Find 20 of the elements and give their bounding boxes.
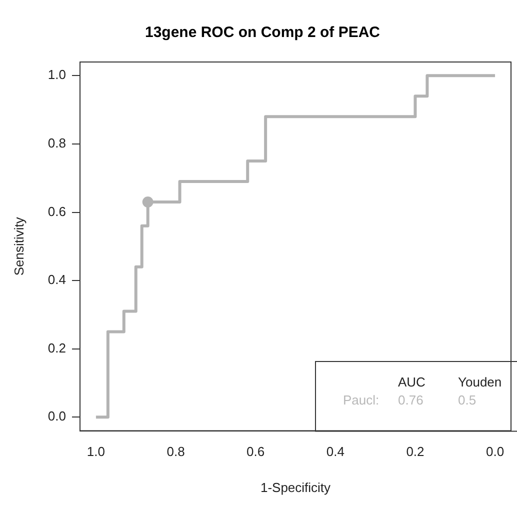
annotation: Paucl: — [343, 392, 380, 408]
annotation: AUC — [398, 374, 426, 390]
x-tick-label: 0.8 — [166, 444, 185, 460]
x-tick-label: 1.0 — [86, 444, 105, 460]
y-tick-label: 0.6 — [48, 204, 66, 219]
y-tick-label: 1.0 — [48, 67, 66, 82]
annotation: Youden — [458, 374, 502, 390]
y-tick-label: 0.8 — [48, 136, 66, 151]
y-axis-title: Sensitivity — [11, 216, 26, 276]
annotation: 0.5 — [458, 392, 476, 408]
x-tick-label: 0.2 — [406, 444, 424, 460]
y-tick-label: 0.0 — [48, 408, 66, 424]
x-tick-label: 0.4 — [326, 444, 344, 460]
y-tick-label: 0.2 — [48, 340, 66, 356]
x-tick-label: 0.6 — [246, 444, 265, 460]
x-axis-title: 1-Specificity — [260, 480, 332, 495]
y-tick-label: 0.4 — [48, 272, 66, 288]
x-tick-label: 0.0 — [486, 444, 504, 460]
annotation: 0.76 — [398, 392, 424, 408]
chart-title: 13gene ROC on Comp 2 of PEAC — [144, 24, 380, 42]
